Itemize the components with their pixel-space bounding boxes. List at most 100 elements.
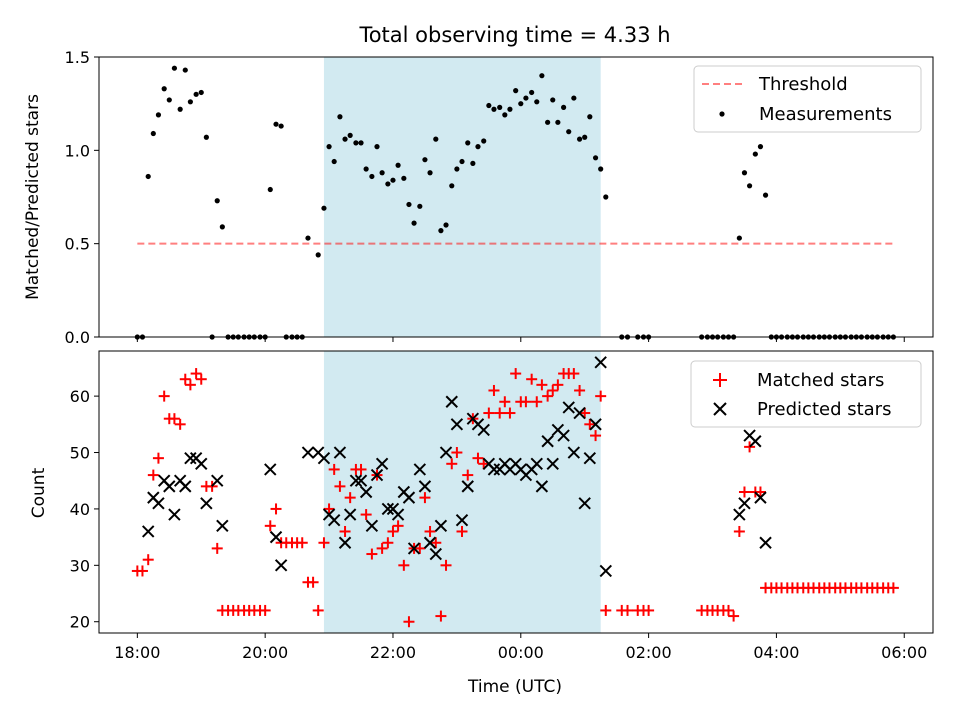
measurement-point xyxy=(502,112,508,118)
bottom-axis-ticks: 18:00 20:00 22:00 00:00 02:00 04:00 06:00 20 30 4… xyxy=(70,387,928,662)
matched-star-marker xyxy=(595,390,607,402)
measurement-point xyxy=(315,252,321,258)
measurement-point xyxy=(752,151,758,157)
matched-star-marker xyxy=(414,542,426,554)
matched-star-marker xyxy=(184,379,196,391)
matched-star-marker xyxy=(494,407,506,419)
predicted-star-marker xyxy=(418,480,432,493)
top-axes-frame xyxy=(98,56,934,338)
measurement-point xyxy=(582,134,588,140)
measurement-point xyxy=(518,101,524,107)
bottom-panel: 18:00 20:00 22:00 00:00 02:00 04:00 06:00 20 30 4… xyxy=(29,350,934,697)
matched-star-marker xyxy=(264,520,276,532)
matched-star-marker xyxy=(424,525,436,537)
measurement-point xyxy=(465,140,471,146)
predicted-star-marker xyxy=(391,508,405,521)
predicted-star-marker xyxy=(754,491,767,504)
top-panel: Total observing time = 4.33 h 0.0 0.5 1.0 1… xyxy=(23,23,934,347)
y-tick-label: 20 xyxy=(70,613,90,632)
matched-star-marker xyxy=(728,610,740,622)
matched-star-marker xyxy=(440,559,452,571)
matched-star-marker xyxy=(536,379,548,391)
measurement-point xyxy=(267,186,273,193)
measurement-point xyxy=(741,170,748,176)
measurement-point xyxy=(379,170,385,176)
measurement-point xyxy=(193,91,199,97)
measurement-point xyxy=(161,86,167,92)
measurement-point xyxy=(757,144,764,150)
predicted-star-marker xyxy=(200,497,213,510)
measurement-point xyxy=(762,192,769,198)
matched-star-marker xyxy=(382,537,394,549)
matched-star-marker xyxy=(584,418,596,430)
y-tick-label: 40 xyxy=(70,500,90,519)
matched-star-marker xyxy=(142,554,154,566)
matched-star-marker xyxy=(334,480,346,492)
x-tick-label: 04:00 xyxy=(753,643,799,662)
bottom-axes-frame xyxy=(98,350,934,634)
y-tick-label: 0.0 xyxy=(65,328,90,347)
measurement-point xyxy=(406,201,412,208)
measurement-point xyxy=(187,99,193,105)
predicted-star-marker xyxy=(599,564,612,578)
matched-star-marker xyxy=(622,604,634,616)
measurement-point xyxy=(385,181,391,187)
matched-star-marker xyxy=(887,582,899,594)
predicted-star-marker xyxy=(461,480,474,493)
matched-star-marker xyxy=(366,548,378,560)
matched-star-marker xyxy=(179,373,191,385)
measurement-point xyxy=(337,114,343,120)
matched-star-marker xyxy=(270,503,282,515)
measurement-point xyxy=(219,224,225,230)
matched-star-marker xyxy=(722,604,734,616)
predicted-star-marker xyxy=(434,519,448,533)
y-tick-label: 1.5 xyxy=(65,48,90,67)
predicted-star-marker xyxy=(375,457,389,471)
predicted-star-marker xyxy=(487,463,501,476)
predicted-star-marker xyxy=(578,497,591,510)
predicted-star-marker xyxy=(163,480,176,493)
measurement-point xyxy=(539,73,545,79)
measurement-point xyxy=(342,136,348,142)
measurement-point xyxy=(374,144,380,150)
predicted-star-marker xyxy=(274,559,288,572)
matched-star-marker xyxy=(446,458,458,470)
predicted-star-marker xyxy=(589,418,602,431)
predicted-star-marker xyxy=(573,406,586,420)
measurement-point xyxy=(443,222,449,228)
matched-star-marker xyxy=(738,486,750,498)
legend-threshold-label: Threshold xyxy=(758,74,848,95)
predicted-star-marker xyxy=(477,423,490,437)
top-legend-box xyxy=(693,65,922,133)
predicted-star-marker xyxy=(343,508,357,521)
measurement-point xyxy=(369,173,375,180)
y-tick-label: 30 xyxy=(70,556,90,575)
x-axis-label: Time (UTC) xyxy=(467,677,562,697)
x-tick-label: 18:00 xyxy=(114,643,160,662)
measurement-point xyxy=(417,203,423,209)
measurement-point xyxy=(273,121,279,127)
matched-star-marker xyxy=(568,368,580,380)
measurement-point xyxy=(166,97,172,103)
measurement-point xyxy=(454,166,460,172)
predicted-star-marker xyxy=(450,418,464,431)
y-tick-label: 60 xyxy=(70,387,90,406)
matched-star-marker xyxy=(158,390,170,402)
legend-matched-label: Matched stars xyxy=(757,370,884,391)
x-tick-label: 00:00 xyxy=(498,643,544,662)
matched-star-marker xyxy=(328,463,340,475)
matched-star-markers xyxy=(131,368,899,628)
measurement-point xyxy=(587,114,593,120)
predicted-star-marker xyxy=(195,457,208,471)
measurement-point xyxy=(182,67,188,73)
matched-star-marker xyxy=(472,452,484,464)
predicted-star-marker xyxy=(749,435,762,448)
predicted-star-marker xyxy=(455,513,469,527)
predicted-star-marker xyxy=(439,446,453,459)
top-legend: Threshold Measurements xyxy=(693,65,922,133)
measurement-point xyxy=(214,198,220,204)
predicted-star-marker xyxy=(594,356,607,369)
predicted-star-marker xyxy=(407,542,421,555)
predicted-star-marker xyxy=(184,451,197,465)
predicted-star-marker xyxy=(381,502,395,516)
